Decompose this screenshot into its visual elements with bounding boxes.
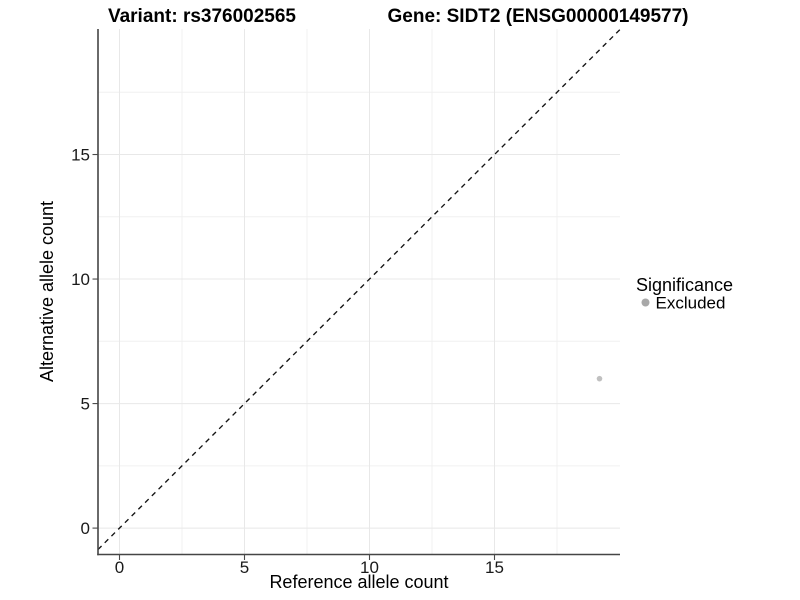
- gridline-layer: [98, 29, 620, 555]
- y-tick-label: 5: [81, 395, 90, 414]
- y-tick-label: 10: [71, 270, 90, 289]
- marks-layer: [97, 29, 621, 550]
- plot-title-variant: Variant: rs376002565: [108, 6, 296, 27]
- legend-key-point-icon: [641, 298, 650, 307]
- plot-title-gene: Gene: SIDT2 (ENSG00000149577): [388, 6, 689, 27]
- x-tick-label: 15: [485, 558, 504, 577]
- legend-title: Significance: [636, 275, 733, 295]
- x-tick-label: 10: [360, 558, 379, 577]
- legend: Significance Excluded: [636, 275, 733, 313]
- x-tick-label: 5: [240, 558, 249, 577]
- legend-item-label: Excluded: [656, 294, 726, 313]
- y-tick-label: 0: [81, 519, 90, 538]
- identity-line: [97, 29, 621, 550]
- data-point: [596, 375, 603, 382]
- y-tick-label: 15: [71, 146, 90, 165]
- axes-layer: 0 5 10 15 0 5 10 15: [71, 29, 620, 577]
- y-axis-title: Alternative allele count: [37, 201, 57, 382]
- x-axis-title: Reference allele count: [269, 572, 448, 592]
- x-tick-label: 0: [115, 558, 124, 577]
